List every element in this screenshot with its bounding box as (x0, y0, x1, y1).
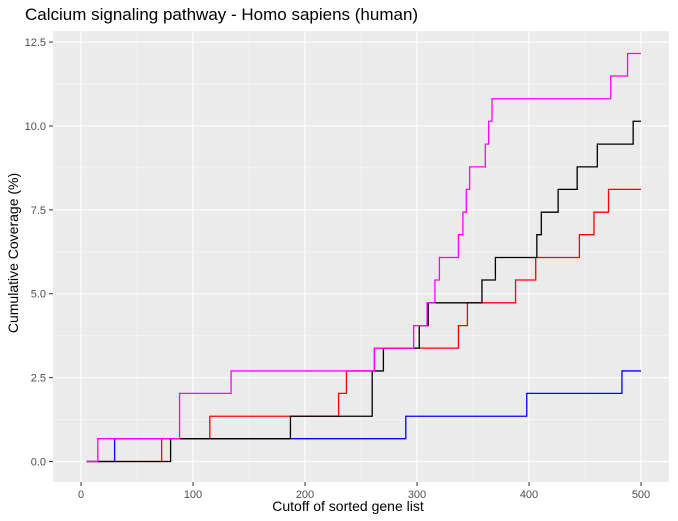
series-line-3 (86, 120, 641, 463)
y-tick-label: 2.5 (31, 373, 46, 385)
x-axis: 0 100 200 300 400 500 (78, 482, 650, 501)
minor-gridlines (53, 31, 669, 482)
y-axis-title: Cumulative Coverage (%) (5, 173, 21, 333)
x-tick-label: 300 (408, 489, 426, 501)
x-axis-title: Cutoff of sorted gene list (272, 498, 424, 514)
series-lines (86, 52, 641, 463)
x-tick-label: 400 (520, 489, 538, 501)
y-tick-label: 12.5 (25, 37, 46, 49)
y-axis: 0.0 2.5 5.0 7.5 10.0 12.5 (25, 37, 53, 469)
x-tick-label: 200 (296, 489, 314, 501)
major-gridlines (53, 31, 669, 482)
x-tick-label: 500 (632, 489, 650, 501)
x-tick-label: 0 (78, 489, 84, 501)
y-tick-label: 7.5 (31, 205, 46, 217)
y-tick-label: 10.0 (25, 121, 46, 133)
series-line-1 (86, 370, 641, 463)
series-line-2 (86, 188, 641, 463)
x-tick-label: 100 (184, 489, 202, 501)
series-line-4 (86, 52, 641, 463)
y-tick-label: 0.0 (31, 457, 46, 469)
y-tick-label: 5.0 (31, 289, 46, 301)
chart-title: Calcium signaling pathway - Homo sapiens… (25, 5, 418, 24)
